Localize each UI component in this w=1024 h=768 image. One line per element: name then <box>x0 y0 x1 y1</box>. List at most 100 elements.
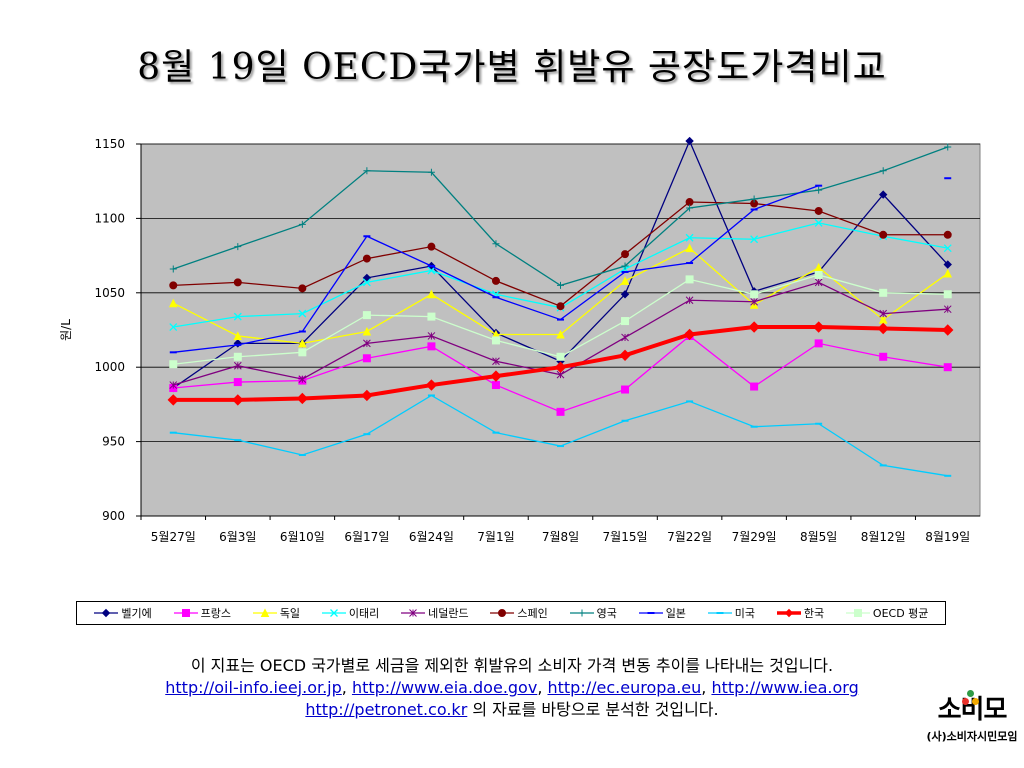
data-point <box>943 230 952 239</box>
legend-label: 프랑스 <box>200 607 231 620</box>
data-point <box>362 278 371 287</box>
y-tick-label: 950 <box>102 435 125 449</box>
legend-marker <box>853 609 862 617</box>
x-tick-label: 6월10일 <box>280 530 325 544</box>
x-tick-label: 7월29일 <box>732 530 777 544</box>
legend-marker <box>578 609 586 617</box>
data-point <box>557 281 564 289</box>
footnote-line-1: 이 지표는 OECD 국가별로 세금을 제외한 휘발유의 소비자 가격 변동 추… <box>190 656 834 675</box>
data-point <box>943 268 953 278</box>
y-tick-label: 900 <box>102 509 125 523</box>
data-point <box>943 305 952 314</box>
page-title: 8월 19일 OECD국가별 휘발유 공장도가격비교 <box>137 47 887 88</box>
data-point <box>233 361 242 370</box>
data-point <box>750 290 759 299</box>
legend-label: 스페인 <box>517 607 548 620</box>
source-link-iea[interactable]: http://www.iea.org <box>711 678 859 697</box>
data-point <box>427 289 436 299</box>
data-point <box>233 312 242 321</box>
data-point <box>362 254 371 263</box>
data-point <box>234 243 242 251</box>
series-미국 <box>169 394 952 477</box>
data-point <box>750 297 758 306</box>
source-link-ieej[interactable]: http://oil-info.ieej.or.jp <box>165 678 342 697</box>
data-point <box>298 284 307 293</box>
data-point <box>879 167 887 175</box>
data-point <box>750 195 758 203</box>
data-point <box>233 378 242 387</box>
legend-swatch <box>638 612 663 614</box>
data-point <box>298 375 307 383</box>
data-point <box>168 298 178 308</box>
legend-swatch <box>569 609 594 617</box>
data-point <box>427 168 435 176</box>
data-point <box>556 407 565 416</box>
legend-marker <box>181 609 190 617</box>
legend-swatch <box>845 609 870 617</box>
y-axis-label: 원/L <box>59 319 73 341</box>
data-point <box>814 218 823 227</box>
data-point <box>943 244 952 253</box>
source-link-petronet[interactable]: http://petronet.co.kr <box>305 700 468 719</box>
legend-item: 벨기에 <box>93 605 152 621</box>
data-point <box>686 204 694 212</box>
x-tick-label: 7월8일 <box>542 530 579 544</box>
logo-subtitle: (사)소비자시민모임 <box>926 730 1018 743</box>
link-separator: , <box>701 678 712 697</box>
source-link-eia[interactable]: http://www.eia.doe.gov <box>351 678 538 697</box>
x-tick-label: 7월1일 <box>477 530 514 544</box>
data-point <box>621 317 630 326</box>
legend-marker <box>260 608 270 617</box>
data-point <box>942 324 954 336</box>
x-tick-label: 8월12일 <box>861 530 906 544</box>
legend-marker <box>784 608 794 618</box>
data-point <box>362 354 371 363</box>
legend-item: 이태리 <box>321 605 379 621</box>
legend-item: 스페인 <box>489 605 548 621</box>
legend-label: 미국 <box>734 607 756 620</box>
data-point <box>298 348 307 357</box>
x-tick-label: 6월17일 <box>344 530 389 544</box>
data-point <box>298 220 306 228</box>
legend-marker <box>498 609 507 617</box>
data-point <box>363 167 371 175</box>
data-point <box>685 233 694 242</box>
data-point <box>361 389 373 402</box>
legend-item: 일본 <box>638 605 686 621</box>
legend-item: OECD 평균 <box>845 605 928 621</box>
chart-legend: 벨기에 프랑스 독일 이태리 네덜란드 스페인 영국 일본 미국 한국 OECD 평균 <box>76 601 946 625</box>
data-point <box>685 243 694 253</box>
data-point <box>685 198 694 207</box>
legend-item: 네덜란드 <box>400 605 469 621</box>
data-point <box>554 361 567 373</box>
data-point <box>944 143 952 151</box>
x-tick-label: 7월15일 <box>603 530 648 544</box>
data-point <box>621 250 630 259</box>
data-point <box>169 281 178 290</box>
data-point <box>879 309 888 318</box>
legend-swatch <box>252 608 277 617</box>
legend-swatch <box>94 608 119 618</box>
data-point <box>943 260 952 269</box>
data-point <box>685 296 694 305</box>
data-point <box>232 394 244 406</box>
data-point <box>879 352 888 361</box>
x-tick-label: 8월5일 <box>800 530 837 544</box>
legend-item: 프랑스 <box>173 605 231 621</box>
data-point <box>556 352 565 361</box>
footnote: 이 지표는 OECD 국가별로 세금을 제외한 휘발유의 소비자 가격 변동 추… <box>0 655 1024 721</box>
data-point <box>169 265 177 273</box>
legend-item: 한국 <box>776 605 824 621</box>
legend-label: 독일 <box>279 607 301 620</box>
data-point <box>233 331 243 340</box>
series-한국 <box>167 321 954 406</box>
data-point <box>169 360 178 369</box>
data-point <box>812 321 825 333</box>
logo-dot <box>962 698 969 705</box>
legend-item: 미국 <box>707 605 755 621</box>
legend-marker <box>102 608 111 618</box>
legend-item: 독일 <box>252 605 300 621</box>
source-link-ec[interactable]: http://ec.europa.eu <box>547 678 702 697</box>
series-네덜란드 <box>169 278 952 389</box>
line-chart: 900 950 1000 1050 1100 1150 5월27일 6월3일 6월10일 6월17… <box>59 136 981 544</box>
